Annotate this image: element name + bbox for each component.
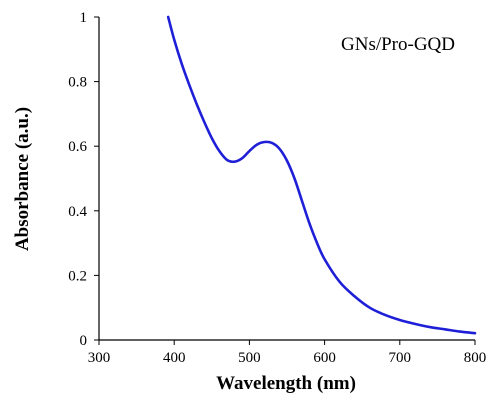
- x-tick-label: 700: [389, 350, 412, 366]
- ticks: 300 400 500 600 700 800 0 0.2 0.4 0.6 0.8 1: [68, 10, 486, 366]
- series-layer: [166, 15, 477, 335]
- x-axis-title: Wavelength (nm): [216, 373, 356, 394]
- x-tick-label: 500: [238, 350, 261, 366]
- x-tick-label: 400: [163, 350, 186, 366]
- x-tick-label: 600: [313, 350, 336, 366]
- y-tick-label: 0: [80, 333, 88, 349]
- y-tick-label: 1: [80, 10, 88, 26]
- y-tick-label: 0.8: [68, 75, 87, 91]
- series-label: GNs/Pro-GQD: [341, 34, 455, 55]
- y-tick-label: 0.2: [68, 268, 87, 284]
- y-tick-label: 0.6: [68, 139, 87, 155]
- x-tick-label: 800: [464, 350, 487, 366]
- x-tick-label: 300: [88, 350, 111, 366]
- y-tick-label: 0.4: [68, 204, 87, 220]
- axes: [98, 17, 475, 341]
- y-axis-title: Absorbance (a.u.): [12, 107, 33, 251]
- series-line: [166, 15, 477, 335]
